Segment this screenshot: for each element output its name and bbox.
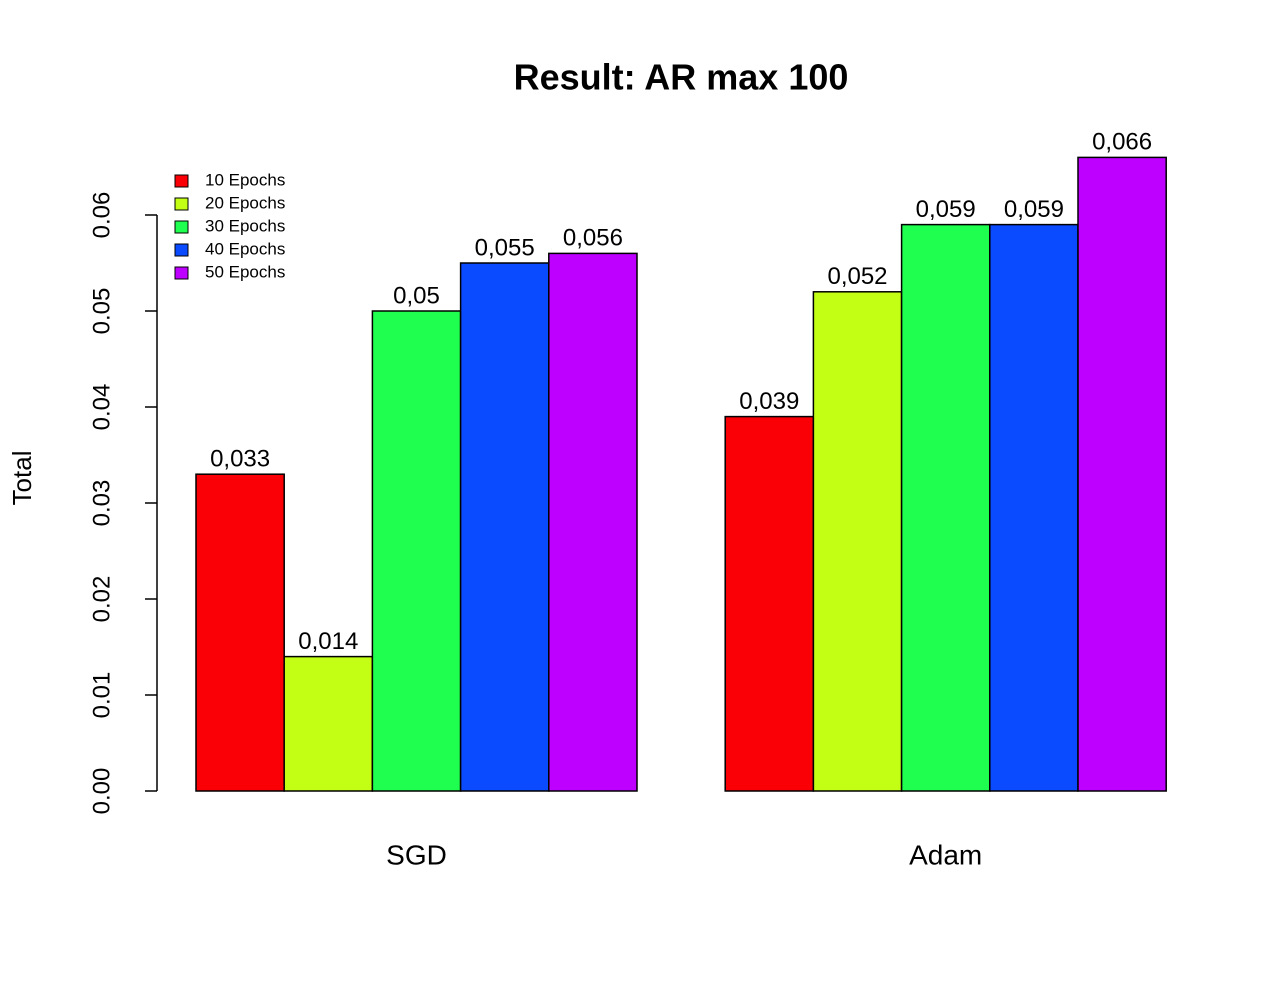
y-tick-label: 0.06	[88, 192, 115, 239]
y-tick-label: 0.04	[88, 384, 115, 431]
x-tick-label: Adam	[909, 839, 982, 870]
y-tick-label: 0.03	[88, 480, 115, 527]
x-tick-label: SGD	[386, 839, 447, 870]
bar	[989, 223, 1079, 792]
value-label: 0,059	[1004, 196, 1064, 223]
bar	[459, 262, 550, 792]
bar	[812, 291, 903, 792]
bar	[195, 473, 285, 792]
legend-swatch	[174, 197, 189, 211]
legend-swatch	[174, 220, 189, 234]
legend-label: 10 Epochs	[205, 170, 285, 189]
value-label: 0,033	[210, 446, 270, 473]
legend-swatch	[174, 243, 189, 257]
bar	[900, 223, 991, 792]
value-label: 0,056	[563, 225, 623, 252]
bar	[283, 655, 374, 792]
legend-label: 40 Epochs	[205, 239, 285, 258]
y-tick-label: 0.01	[88, 672, 115, 719]
bar	[724, 415, 815, 792]
legend-label: 20 Epochs	[205, 193, 285, 212]
y-tick-label: 0.05	[88, 288, 115, 335]
y-axis-label: Total	[7, 451, 37, 506]
bar	[371, 310, 462, 792]
value-label: 0,055	[475, 234, 535, 261]
bar	[548, 252, 638, 792]
value-label: 0,052	[827, 263, 887, 290]
value-label: 0,059	[916, 196, 976, 223]
chart-title: Result: AR max 100	[514, 57, 849, 98]
legend-label: 50 Epochs	[205, 262, 285, 281]
y-tick-label: 0.00	[88, 768, 115, 815]
legend-swatch	[174, 266, 189, 280]
y-tick-label: 0.02	[88, 576, 115, 623]
legend-swatch	[174, 174, 189, 188]
value-label: 0,05	[393, 282, 440, 309]
value-label: 0,066	[1092, 129, 1152, 156]
value-label: 0,014	[298, 628, 358, 655]
legend-label: 30 Epochs	[205, 216, 285, 235]
bar	[1077, 156, 1167, 792]
value-label: 0,039	[739, 388, 799, 415]
